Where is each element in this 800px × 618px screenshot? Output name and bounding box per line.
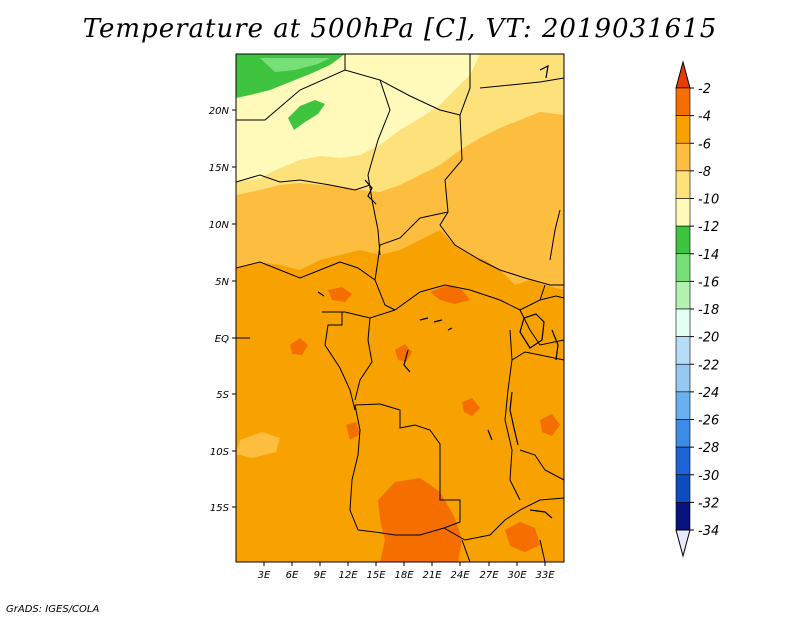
lat-tick-label: 15N xyxy=(209,163,230,174)
lakes xyxy=(317,64,559,519)
warm-spot-southeast xyxy=(505,522,540,552)
lon-tick-label: 21E xyxy=(422,570,442,581)
map-frame xyxy=(235,53,565,563)
lon-tick-label: 3E xyxy=(258,570,271,581)
lat-tick-label: 10N xyxy=(209,220,230,231)
light-spot-west xyxy=(236,432,280,458)
colorbar-label: -10 xyxy=(698,193,719,208)
warm-spot-sw xyxy=(346,422,360,440)
temperature-field xyxy=(236,54,564,562)
lon-tick-label: 30E xyxy=(507,570,527,581)
colorbar-segment xyxy=(675,281,691,310)
colorbar-label: -8 xyxy=(698,165,711,180)
field-band-pale-yellow xyxy=(236,54,480,182)
warm-spot-center xyxy=(395,344,412,362)
colorbar-label: -24 xyxy=(698,386,719,401)
colorbar-label: -32 xyxy=(698,496,719,511)
lat-tick-label: 15S xyxy=(210,503,230,514)
colorbar-segment xyxy=(675,87,691,116)
colorbar-segment xyxy=(675,336,691,365)
colorbar-label: -26 xyxy=(698,414,719,429)
colorbar-label: -12 xyxy=(698,220,719,235)
warm-spot-south xyxy=(378,478,462,562)
lon-tick-label: 27E xyxy=(479,570,499,581)
colorbar-segment xyxy=(675,502,691,531)
lon-tick-label: 18E xyxy=(394,570,414,581)
lon-axis xyxy=(263,562,546,566)
colorbar-label: -22 xyxy=(698,358,719,373)
colorbar-label: -2 xyxy=(698,82,711,97)
lat-tick-label: 5N xyxy=(215,277,229,288)
lat-tick-label: 5S xyxy=(216,390,229,401)
colorbar-segment xyxy=(675,142,691,172)
lon-tick-label: 15E xyxy=(366,570,386,581)
colorbar-segment xyxy=(675,308,691,337)
colorbar-label: -28 xyxy=(698,441,719,456)
colorbar-segment xyxy=(675,419,691,448)
colorbar-segment xyxy=(675,363,691,393)
colorbar-label: -18 xyxy=(698,303,719,318)
colorbar-segment xyxy=(675,474,691,503)
grads-credit: GrADS: IGES/COLA xyxy=(6,604,100,615)
lat-axis xyxy=(232,109,236,508)
colorbar-label: -4 xyxy=(698,110,711,125)
lat-tick-label: 10S xyxy=(210,447,230,458)
field-band-green-spot xyxy=(288,100,325,130)
lon-tick-label: 24E xyxy=(450,570,470,581)
warm-spot-west xyxy=(290,338,308,355)
field-band-green xyxy=(236,54,345,98)
colorbar-segment xyxy=(675,253,691,282)
warm-spot-lower xyxy=(462,398,480,416)
colorbar-segment xyxy=(675,446,691,476)
field-band-green-light xyxy=(260,58,330,72)
colorbar-label: -30 xyxy=(698,469,719,484)
lat-tick-label: 20N xyxy=(209,106,230,117)
colorbar-segment xyxy=(675,391,691,420)
lon-tick-label: 6E xyxy=(286,570,299,581)
colorbar-segment xyxy=(675,115,691,144)
colorbar-label: -16 xyxy=(698,275,719,290)
colorbar-label: -6 xyxy=(698,137,711,152)
colorbar: -2 -4 -6 -8 -10 -12 -14 -16 -18 -20 -22 -24 -26 -28 -3… xyxy=(675,60,719,558)
light-spot-northeast xyxy=(538,256,564,288)
map-title: Temperature at 500hPa [C], VT: 201903161… xyxy=(82,14,718,44)
colorbar-label: -34 xyxy=(698,524,719,539)
light-spot-northwest xyxy=(236,225,262,250)
lon-tick-label: 33E xyxy=(535,570,555,581)
colorbar-top-arrow xyxy=(675,60,691,89)
lat-tick-label: EQ xyxy=(215,334,229,345)
colorbar-segment xyxy=(675,170,691,199)
lon-tick-label: 12E xyxy=(338,570,358,581)
colorbar-segment xyxy=(675,225,691,255)
warm-spot-east xyxy=(540,414,560,436)
colorbar-label: -14 xyxy=(698,248,719,263)
colorbar-bottom-arrow xyxy=(675,529,691,558)
colorbar-label: -20 xyxy=(698,331,719,346)
warm-spot-central-b xyxy=(328,287,352,302)
warm-spot-central-a xyxy=(430,285,470,304)
country-borders xyxy=(236,54,564,562)
colorbar-segment xyxy=(675,198,691,227)
lon-tick-label: 9E xyxy=(314,570,327,581)
